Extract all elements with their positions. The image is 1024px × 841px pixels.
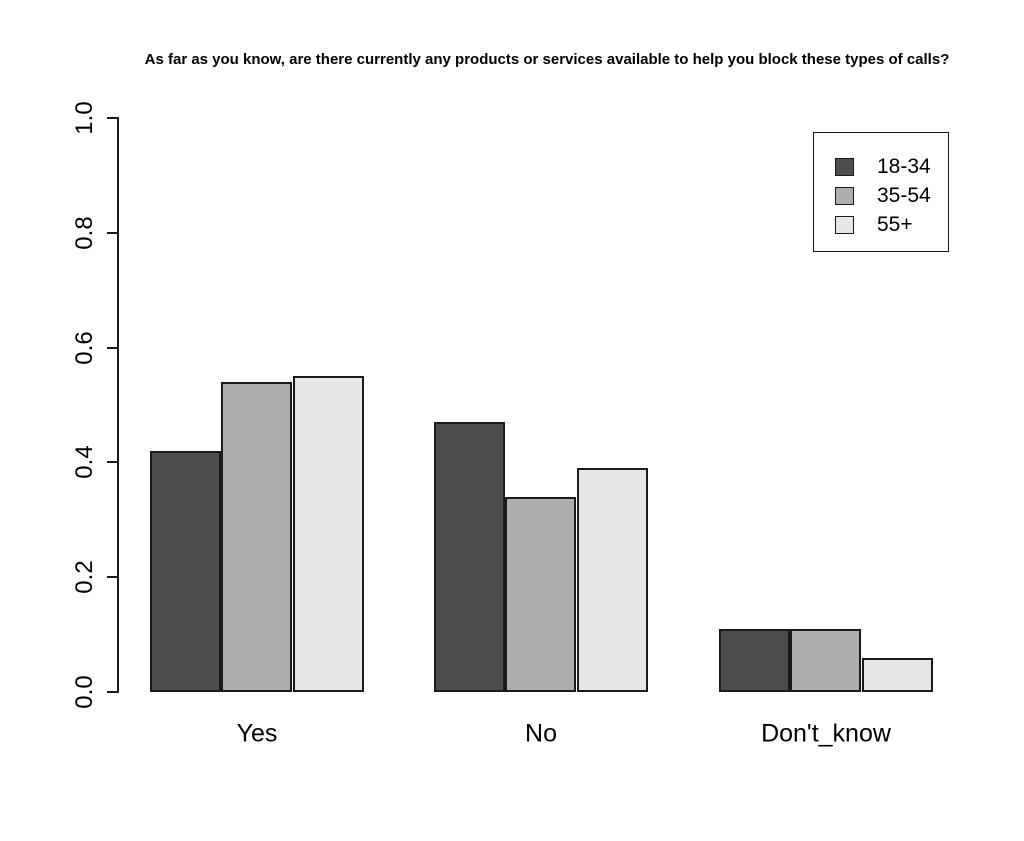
- bar-Don't_know-35-54: [790, 629, 861, 692]
- x-category-label-Don't_know: Don't_know: [761, 719, 891, 748]
- x-category-label-Yes: Yes: [236, 719, 278, 748]
- bar-Yes-35-54: [221, 382, 292, 692]
- y-tick-0.8: [107, 231, 118, 234]
- bar-No-35-54: [505, 497, 576, 692]
- legend-label-55plus: 55+: [877, 213, 913, 236]
- y-tick-0.2: [107, 576, 118, 579]
- bar-Don't_know-18-34: [719, 629, 790, 692]
- chart-title: As far as you know, are there currently …: [144, 51, 950, 68]
- x-category-label-No: No: [525, 719, 557, 748]
- bar-Don't_know-55+: [862, 658, 933, 692]
- legend-item-55plus: 55+: [835, 210, 948, 239]
- legend-swatch-35-54: [835, 186, 854, 205]
- legend-swatch-55plus: [835, 215, 854, 234]
- y-tick-0.6: [107, 346, 118, 349]
- legend-label-18-34: 18-34: [877, 155, 931, 178]
- bar-Yes-55+: [293, 376, 364, 692]
- y-axis-line: [117, 117, 119, 693]
- legend: 18-34 35-54 55+: [813, 132, 949, 252]
- legend-item-35-54: 35-54: [835, 181, 948, 210]
- bar-Yes-18-34: [150, 451, 221, 692]
- bar-No-55+: [577, 468, 648, 692]
- y-tick-0.0: [107, 691, 118, 693]
- y-tick-1.0: [107, 117, 118, 119]
- legend-label-35-54: 35-54: [877, 184, 931, 207]
- legend-item-18-34: 18-34: [835, 152, 948, 181]
- y-tick-0.4: [107, 461, 118, 464]
- bar-No-18-34: [434, 422, 505, 692]
- legend-swatch-18-34: [835, 157, 854, 176]
